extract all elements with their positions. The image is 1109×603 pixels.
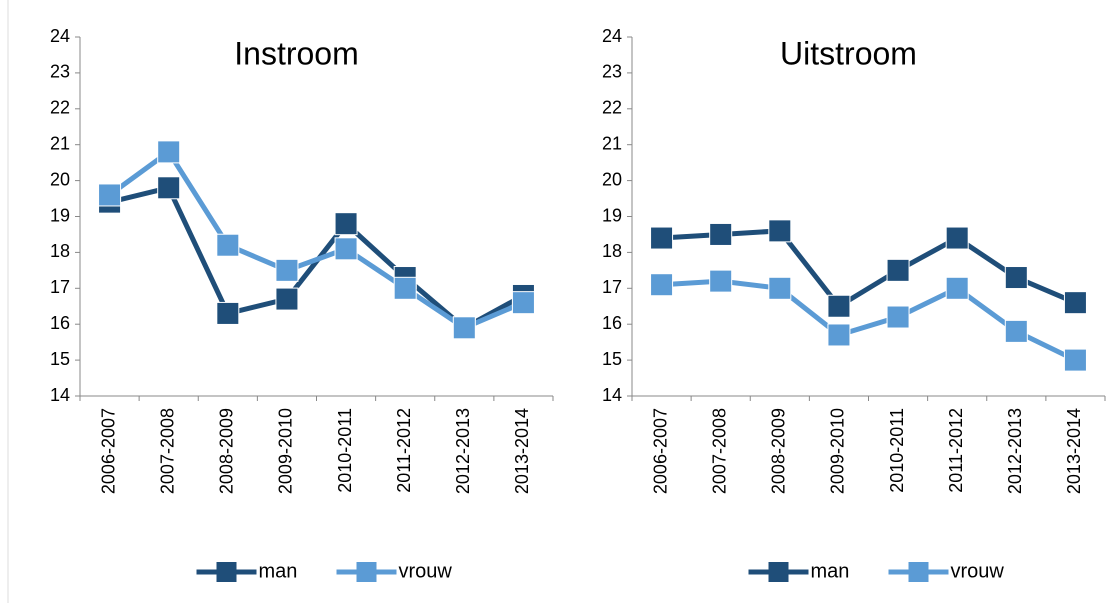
marker <box>827 294 851 318</box>
marker <box>1004 266 1028 290</box>
legend-marker <box>768 562 789 582</box>
marker <box>452 316 476 340</box>
y-tick-label: 14 <box>602 385 622 405</box>
marker <box>650 273 674 297</box>
y-tick-label: 24 <box>602 26 622 46</box>
marker <box>768 219 792 243</box>
marker <box>945 226 969 250</box>
y-tick-label: 15 <box>50 349 70 369</box>
marker <box>275 287 299 311</box>
marker <box>157 140 181 164</box>
x-tick-label: 2007-2008 <box>157 408 177 494</box>
legend-marker <box>356 562 377 582</box>
y-tick-label: 24 <box>50 26 70 46</box>
y-tick-label: 14 <box>50 385 70 405</box>
x-tick-label: 2008-2009 <box>769 408 789 494</box>
marker <box>216 301 240 325</box>
y-tick-label: 19 <box>602 205 622 225</box>
marker <box>709 222 733 246</box>
y-tick-label: 17 <box>602 277 622 297</box>
y-tick-label: 21 <box>50 133 70 153</box>
marker <box>827 323 851 347</box>
legend-marker <box>216 562 237 582</box>
legend-label: man <box>811 560 850 582</box>
y-tick-label: 17 <box>50 277 70 297</box>
x-tick-label: 2012-2013 <box>453 408 473 494</box>
x-tick-label: 2011-2012 <box>394 408 414 493</box>
marker <box>157 176 181 200</box>
x-tick-label: 2009-2010 <box>276 408 296 494</box>
x-tick-label: 2006-2007 <box>650 408 670 494</box>
y-tick-label: 23 <box>50 62 70 82</box>
y-tick-label: 20 <box>602 169 622 189</box>
marker <box>1063 348 1087 372</box>
x-tick-label: 2008-2009 <box>217 408 237 494</box>
x-tick-label: 2011-2012 <box>946 408 966 493</box>
y-tick-label: 15 <box>602 349 622 369</box>
x-tick-label: 2010-2011 <box>335 408 355 493</box>
y-tick-label: 19 <box>50 205 70 225</box>
y-tick-label: 21 <box>602 133 622 153</box>
marker <box>511 291 535 315</box>
marker <box>1063 291 1087 315</box>
marker <box>886 305 910 329</box>
marker <box>768 276 792 300</box>
y-tick-label: 23 <box>602 62 622 82</box>
legend-label: vrouw <box>399 560 453 582</box>
y-tick-label: 22 <box>602 98 622 118</box>
x-tick-label: 2006-2007 <box>98 408 118 494</box>
marker <box>216 233 240 257</box>
marker <box>650 226 674 250</box>
x-tick-label: 2007-2008 <box>709 408 729 494</box>
x-tick-label: 2009-2010 <box>828 408 848 494</box>
y-tick-label: 20 <box>50 169 70 189</box>
chart-title: Uitstroom <box>780 35 917 71</box>
y-tick-label: 16 <box>50 313 70 333</box>
marker <box>275 258 299 282</box>
legend-label: vrouw <box>951 560 1005 582</box>
chart-title: Instroom <box>234 35 358 71</box>
x-tick-label: 2010-2011 <box>887 408 907 493</box>
x-tick-label: 2013-2014 <box>512 408 532 494</box>
x-tick-label: 2013-2014 <box>1064 408 1084 494</box>
y-tick-label: 22 <box>50 98 70 118</box>
marker <box>886 258 910 282</box>
y-tick-label: 18 <box>602 241 622 261</box>
marker <box>393 276 417 300</box>
x-tick-label: 2012-2013 <box>1005 408 1025 494</box>
legend-label: man <box>259 560 298 582</box>
marker <box>709 269 733 293</box>
marker <box>334 212 358 236</box>
y-tick-label: 18 <box>50 241 70 261</box>
legend-marker <box>908 562 929 582</box>
marker <box>945 276 969 300</box>
marker <box>334 237 358 261</box>
y-tick-label: 16 <box>602 313 622 333</box>
marker <box>1004 319 1028 343</box>
marker <box>98 183 122 207</box>
